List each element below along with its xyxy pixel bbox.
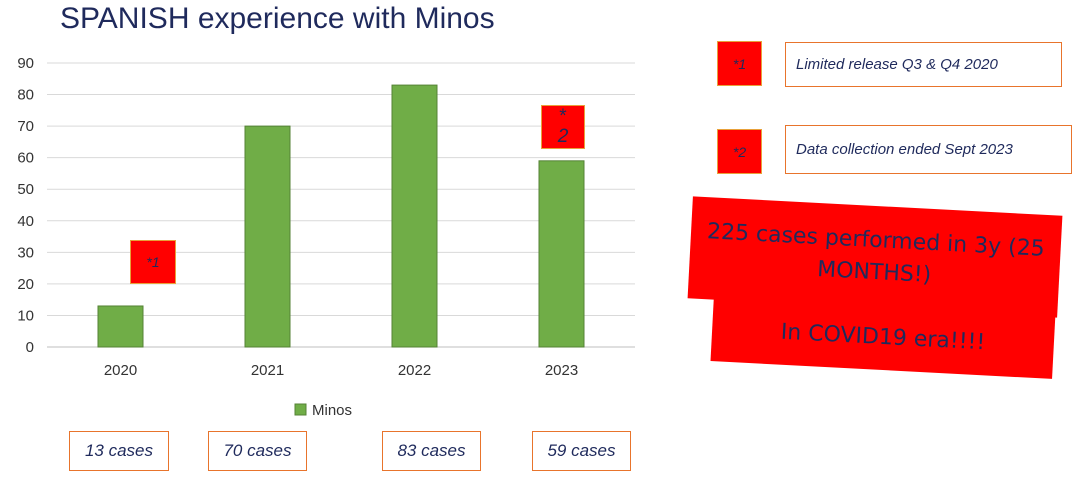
chart-marker-2020: *1 — [130, 240, 176, 284]
banner-cases-performed-text: 225 cases performed in 3y (25 MONTHS!) — [706, 219, 1046, 288]
footnote-1-text: Limited release Q3 & Q4 2020 — [796, 56, 998, 73]
bar-2022 — [391, 84, 438, 348]
case-label-2022: 83 cases — [397, 441, 466, 460]
legend: Minos — [294, 402, 352, 419]
legend-swatch-minos — [294, 403, 307, 416]
chart-marker-2023-star: * — [559, 106, 567, 127]
footnote-1: Limited release Q3 & Q4 2020 — [785, 42, 1062, 87]
footnote-marker-1-label: *1 — [732, 55, 747, 72]
chart-marker-2020-label: *1 — [146, 254, 160, 270]
bar-chart: 0 10 20 30 40 50 60 70 80 90 2020 2021 2022 2023 Min… — [17, 55, 635, 419]
x-axis-ticks: 2020 2021 2022 2023 — [104, 362, 578, 379]
case-label-2021: 70 cases — [223, 441, 292, 460]
case-box-2022: 83 cases — [382, 431, 481, 471]
y-axis-ticks: 0 10 20 30 40 50 60 70 80 90 — [17, 55, 34, 356]
case-label-2023: 59 cases — [547, 441, 616, 460]
footnote-marker-2-label: *2 — [732, 143, 747, 160]
y-tick-label: 60 — [17, 150, 34, 167]
y-tick-label: 80 — [17, 87, 34, 104]
y-tick-label: 70 — [17, 118, 34, 135]
x-tick-label-2023: 2023 — [545, 362, 578, 379]
y-tick-label: 40 — [17, 213, 34, 230]
x-tick-label-2022: 2022 — [398, 362, 431, 379]
legend-label-minos: Minos — [312, 402, 352, 419]
bars — [97, 84, 585, 348]
footnote-marker-2: *2 — [717, 129, 762, 174]
case-box-2023: 59 cases — [532, 431, 631, 471]
case-box-2021: 70 cases — [208, 431, 307, 471]
footnote-marker-1: *1 — [717, 41, 762, 86]
y-tick-label: 50 — [17, 181, 34, 198]
x-tick-label-2021: 2021 — [251, 362, 284, 379]
x-tick-label-2020: 2020 — [104, 362, 137, 379]
case-label-2020: 13 cases — [84, 441, 154, 460]
banner-covid-era-text: In COVID19 era!!!! — [780, 319, 986, 355]
page-title: SPANISH experience with Minos — [60, 2, 495, 35]
chart-marker-2023: * 2 — [541, 105, 585, 149]
y-tick-label: 10 — [17, 307, 34, 324]
chart-marker-2023-number: 2 — [557, 126, 569, 147]
bar-2021 — [244, 125, 291, 348]
case-box-2020: 13 cases — [69, 431, 169, 471]
footnote-2: Data collection ended Sept 2023 — [785, 125, 1072, 174]
y-tick-label: 0 — [26, 339, 34, 356]
bar-2023 — [538, 160, 585, 348]
y-tick-label: 20 — [17, 276, 34, 293]
y-tick-label: 30 — [17, 244, 34, 261]
bar-2020 — [97, 305, 144, 348]
y-tick-label: 90 — [17, 55, 34, 72]
footnote-2-text: Data collection ended Sept 2023 — [796, 141, 1013, 158]
